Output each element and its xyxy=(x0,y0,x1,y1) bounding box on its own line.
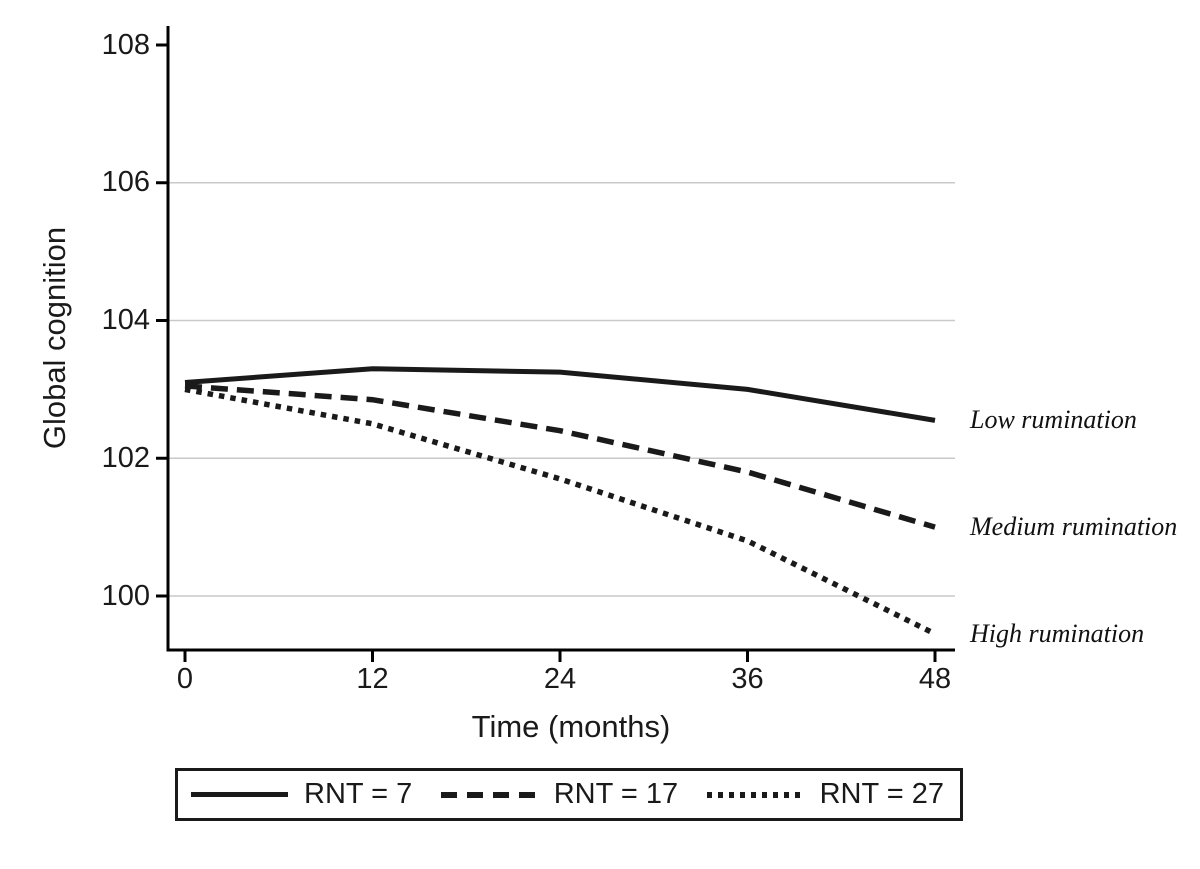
legend-item-rnt-17: RNT = 17 xyxy=(440,778,679,811)
dotted-line-swatch xyxy=(706,791,804,798)
series-line-dashed xyxy=(184,383,936,530)
annotation-medium-rumination: Medium rumination xyxy=(970,512,1178,542)
legend-label-rnt-17: RNT = 17 xyxy=(553,778,679,810)
y-tick-label: 102 xyxy=(101,441,150,474)
x-tick-label: 0 xyxy=(176,663,194,695)
x-tick-label: 12 xyxy=(356,663,389,695)
x-tick-label: 24 xyxy=(543,663,577,695)
legend-label-rnt-27: RNT = 27 xyxy=(819,778,944,810)
legend-item-rnt-27: RNT = 27 xyxy=(706,778,944,811)
legend: RNT = 7 RNT = 17 RNT = 27 xyxy=(175,768,963,821)
y-tick-label: 100 xyxy=(101,579,150,612)
dashed-line-swatch xyxy=(440,791,538,798)
series-line-solid xyxy=(184,366,936,423)
legend-item-rnt-7: RNT = 7 xyxy=(191,778,412,811)
x-axis-title: Time (months) xyxy=(471,709,671,744)
x-tick-label: 48 xyxy=(918,663,952,695)
solid-line-swatch xyxy=(191,792,288,797)
series-line-dotted xyxy=(184,386,937,637)
y-axis-title: Global cognition xyxy=(37,226,72,450)
annotation-high-rumination: High rumination xyxy=(970,618,1145,648)
legend-label-rnt-7: RNT = 7 xyxy=(304,778,413,810)
y-tick-label: 104 xyxy=(101,304,150,336)
x-tick-label: 36 xyxy=(731,663,764,695)
y-tick-label: 106 xyxy=(101,166,150,199)
annotation-low-rumination: Low rumination xyxy=(970,405,1137,435)
y-tick-label: 108 xyxy=(101,28,150,61)
